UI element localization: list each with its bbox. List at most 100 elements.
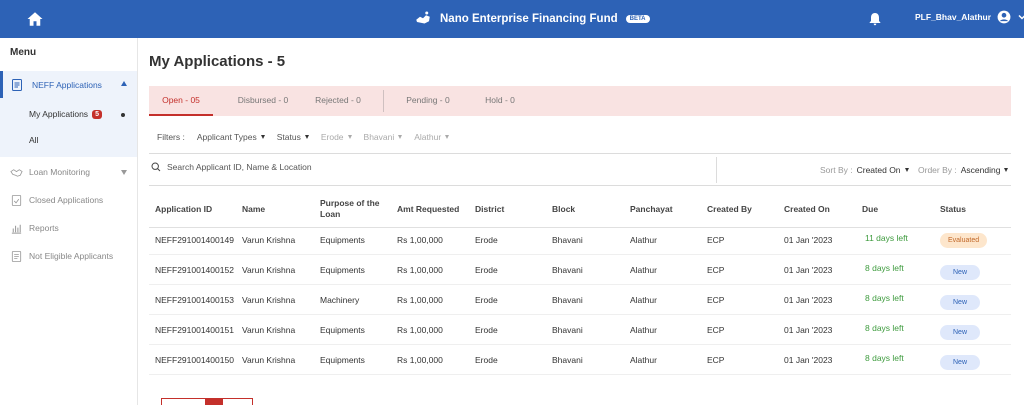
- order-by-value: Ascending: [960, 165, 1001, 175]
- pagination[interactable]: [161, 398, 253, 405]
- column-header: Status: [940, 203, 966, 214]
- column-header: Name: [242, 203, 266, 214]
- due-days: 8 days left: [865, 263, 904, 273]
- applicant-name: Varun Krishna: [242, 355, 296, 365]
- sidebar-item-all[interactable]: All: [29, 135, 38, 145]
- document-icon: [11, 250, 22, 262]
- created-by: ECP: [707, 235, 725, 245]
- district: Erode: [475, 265, 498, 275]
- loan-purpose: Equipments: [320, 265, 365, 275]
- application-id: NEFF291001400151: [155, 325, 234, 335]
- column-header: Block: [552, 203, 576, 214]
- sidebar-item-neff-applications[interactable]: NEFF Applications: [0, 71, 137, 98]
- caret-down-icon: [347, 135, 352, 139]
- created-by: ECP: [707, 355, 725, 365]
- filter-district[interactable]: Erode: [321, 132, 352, 142]
- column-header: Created By: [707, 203, 752, 214]
- district: Erode: [475, 295, 498, 305]
- table-row[interactable]: NEFF291001400152 Varun Krishna Equipment…: [149, 255, 1011, 285]
- status-tabs: Open - 05 Disbursed - 0 Rejected - 0 Pen…: [149, 86, 1011, 116]
- sidebar-item-my-applications[interactable]: My Applications 5: [29, 109, 102, 119]
- table-row[interactable]: NEFF291001400151 Varun Krishna Equipment…: [149, 315, 1011, 345]
- sidebar-item-label: NEFF Applications: [32, 79, 102, 90]
- table-row[interactable]: NEFF291001400150 Varun Krishna Equipment…: [149, 345, 1011, 375]
- brand-logo-icon: [416, 11, 430, 24]
- sort-by-select[interactable]: Sort By : Created On: [820, 165, 909, 175]
- sidebar-item-label: My Applications: [29, 109, 89, 119]
- amount-requested: Rs 1,00,000: [397, 355, 443, 365]
- created-on: 01 Jan '2023: [784, 325, 833, 335]
- tab-rejected[interactable]: Rejected - 0: [315, 95, 361, 105]
- column-header: Purpose of the Loan: [320, 198, 380, 219]
- pagination-active-page[interactable]: [205, 399, 223, 405]
- loan-purpose: Equipments: [320, 235, 365, 245]
- sidebar-item-reports[interactable]: Reports: [0, 217, 137, 239]
- block: Bhavani: [552, 355, 583, 365]
- sidebar: Menu NEFF Applications My Applications 5…: [0, 38, 138, 405]
- sidebar-item-closed-applications[interactable]: Closed Applications: [0, 189, 137, 211]
- created-on: 01 Jan '2023: [784, 355, 833, 365]
- bar-chart-icon: [11, 224, 22, 234]
- home-icon[interactable]: [26, 10, 44, 28]
- filter-label: Status: [276, 132, 301, 142]
- sidebar-item-label: Closed Applications: [29, 195, 104, 205]
- bell-icon[interactable]: [867, 11, 883, 27]
- beta-badge: BETA: [625, 15, 650, 23]
- column-header: Application ID: [155, 203, 213, 214]
- created-on: 01 Jan '2023: [784, 295, 833, 305]
- column-header: Amt Requested: [397, 203, 460, 214]
- user-avatar-icon: [997, 10, 1011, 24]
- sort-by-label: Sort By :: [820, 165, 853, 175]
- sidebar-item-label: Loan Monitoring: [29, 167, 90, 177]
- column-header: District: [475, 203, 505, 214]
- user-menu[interactable]: PLF_Bhav_Alathur: [915, 10, 1024, 24]
- username: PLF_Bhav_Alathur: [915, 12, 992, 22]
- created-on: 01 Jan '2023: [784, 265, 833, 275]
- caret-down-icon: [260, 135, 265, 139]
- caret-down-icon: [445, 135, 450, 139]
- amount-requested: Rs 1,00,000: [397, 325, 443, 335]
- application-id: NEFF291001400153: [155, 295, 234, 305]
- search-input[interactable]: [167, 162, 567, 172]
- filter-label: Bhavani: [363, 132, 395, 142]
- tab-hold[interactable]: Hold - 0: [485, 95, 515, 105]
- due-days: 8 days left: [865, 353, 904, 363]
- sidebar-group-neff: NEFF Applications My Applications 5 All: [0, 71, 137, 157]
- district: Erode: [475, 355, 498, 365]
- sidebar-item-label: Not Eligible Applicants: [29, 251, 114, 261]
- order-by-select[interactable]: Order By : Ascending: [918, 165, 1009, 175]
- panchayat: Alathur: [630, 325, 657, 335]
- tab-pending[interactable]: Pending - 0: [406, 95, 450, 105]
- created-by: ECP: [707, 325, 725, 335]
- tab-open[interactable]: Open - 05: [149, 86, 213, 116]
- panchayat: Alathur: [630, 295, 657, 305]
- table-row[interactable]: NEFF291001400153 Varun Krishna Machinery…: [149, 285, 1011, 315]
- top-bar: Nano Enterprise Financing Fund BETA PLF_…: [0, 0, 1024, 38]
- menu-title: Menu: [10, 47, 37, 58]
- filter-status[interactable]: Status: [277, 132, 309, 142]
- caret-down-icon: [1004, 168, 1009, 172]
- count-badge: 5: [92, 109, 102, 119]
- amount-requested: Rs 1,00,000: [397, 235, 443, 245]
- due-days: 11 days left: [865, 233, 908, 243]
- column-header: Created On: [784, 203, 830, 214]
- sidebar-item-not-eligible[interactable]: Not Eligible Applicants: [0, 245, 137, 267]
- filter-applicant-types[interactable]: Applicant Types: [197, 132, 265, 142]
- table-row[interactable]: NEFF291001400149 Varun Krishna Equipment…: [149, 225, 1011, 255]
- amount-requested: Rs 1,00,000: [397, 265, 443, 275]
- table-header: Application ID Name Purpose of the Loan …: [149, 190, 1011, 228]
- loan-purpose: Equipments: [320, 355, 365, 365]
- sidebar-item-label: Reports: [29, 223, 59, 233]
- filter-block[interactable]: Bhavani: [364, 132, 403, 142]
- active-dot: [121, 113, 125, 117]
- divider: [149, 153, 1011, 154]
- search-icon: [151, 162, 161, 172]
- loan-purpose: Machinery: [320, 295, 360, 305]
- block: Bhavani: [552, 325, 583, 335]
- column-header: Panchayat: [630, 203, 673, 214]
- document-icon: [12, 78, 22, 91]
- sidebar-item-loan-monitoring[interactable]: Loan Monitoring: [0, 161, 137, 183]
- filter-panchayat[interactable]: Alathur: [414, 132, 450, 142]
- tab-disbursed[interactable]: Disbursed - 0: [237, 95, 289, 105]
- brand: Nano Enterprise Financing Fund BETA: [414, 9, 650, 29]
